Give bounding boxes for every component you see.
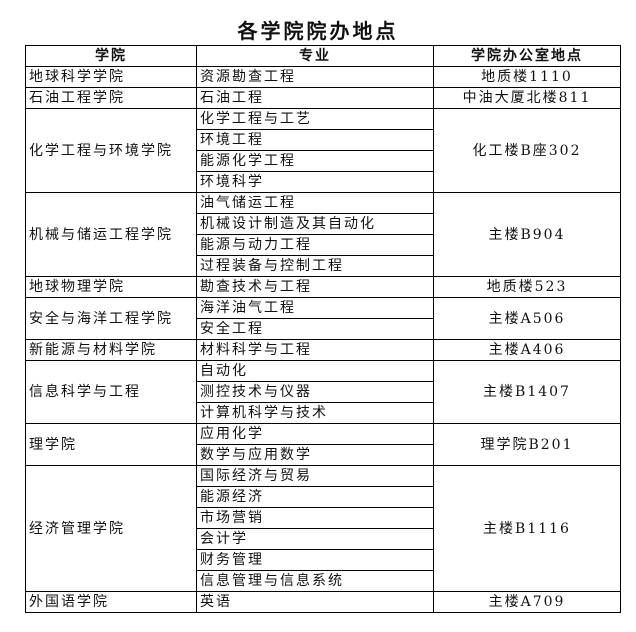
college-cell: 信息科学与工程 [25,360,197,424]
major-cell: 数学与应用数学 [196,444,434,466]
table-row: 化学工程与环境学院 化学工程与工艺 化工楼B座302 [25,108,621,193]
office-cell: 主楼B904 [433,192,621,277]
major-cell: 市场营销 [196,507,434,529]
major-cell: 财务管理 [196,549,434,571]
table-row: 数学与应用数学 [26,444,621,466]
college-cell: 新能源与材料学院 [25,339,197,361]
major-cell: 安全工程 [196,318,434,340]
major-cell: 环境工程 [196,129,434,151]
major-cell: 环境科学 [196,171,434,193]
table-row: 信息科学与工程 自动化 主楼B1407 [25,360,621,424]
office-cell: 主楼A506 [433,297,621,340]
table-row: 外国语学院 英语 主楼A709 [25,591,621,613]
college-cell: 地球物理学院 [25,276,197,298]
table-row: 石油工程学院 石油工程 中油大厦北楼811 [25,87,621,109]
header-office: 学院办公室地点 [433,45,621,67]
office-cell: 主楼A406 [433,339,621,361]
table-row: 机械与储运工程学院 油气储运工程 主楼B904 [25,192,621,277]
major-cell: 信息管理与信息系统 [196,570,434,592]
major-cell: 自动化 [196,360,434,382]
college-cell: 机械与储运工程学院 [25,192,197,277]
major-cell: 应用化学 [196,423,434,445]
table-row: 经济管理学院 国际经济与贸易 主楼B1116 [25,465,621,592]
major-cell: 材料科学与工程 [196,339,434,361]
major-cell: 石油工程 [196,87,434,109]
table-row: 地球物理学院 勘查技术与工程 地质楼523 [25,276,621,298]
college-cell: 外国语学院 [25,591,197,613]
major-cell: 资源勘查工程 [196,66,434,88]
page-title: 各学院院办地点 [237,19,399,43]
table-row: 新能源与材料学院 材料科学与工程 主楼A406 [25,339,621,361]
college-cell: 地球科学学院 [25,66,197,88]
major-cell: 会计学 [196,528,434,550]
major-cell: 油气储运工程 [196,192,434,214]
office-cell: 主楼B1407 [433,360,621,424]
table-row: 安全与海洋工程学院 海洋油气工程 主楼A506 [25,297,621,340]
office-cell: 地质楼523 [433,276,621,298]
office-cell: 理学院B201 [433,423,621,466]
table-row: 计算机科学与技术 [26,402,621,424]
office-cell: 主楼A709 [433,591,621,613]
major-cell: 计算机科学与技术 [196,402,434,424]
major-cell: 英语 [196,591,434,613]
office-cell: 中油大厦北楼811 [433,87,621,109]
major-cell: 测控技术与仪器 [196,381,434,403]
header-college: 学院 [25,45,197,67]
major-cell: 国际经济与贸易 [196,465,434,487]
major-cell: 能源经济 [196,486,434,508]
major-cell: 机械设计制造及其自动化 [196,213,434,235]
college-cell: 石油工程学院 [25,87,197,109]
office-cell: 地质楼1110 [433,66,621,88]
table-row: 能源与动力工程 [26,234,621,256]
major-cell: 海洋油气工程 [196,297,434,319]
college-cell: 安全与海洋工程学院 [25,297,197,340]
table-row: 财务管理 [26,549,621,571]
major-cell: 化学工程与工艺 [196,108,434,130]
table-row: 会计学 [26,528,621,550]
office-cell: 主楼B1116 [433,465,621,592]
table-header-row: 学院 专业 学院办公室地点 [25,45,621,67]
major-cell: 能源化学工程 [196,150,434,172]
college-cell: 理学院 [25,423,197,466]
college-cell: 经济管理学院 [25,465,197,592]
table-row: 理学院 应用化学 理学院B201 [25,423,621,466]
major-cell: 勘查技术与工程 [196,276,434,298]
major-cell: 过程装备与控制工程 [196,255,434,277]
college-office-table: 学院 专业 学院办公室地点 地球科学学院 资源勘查工程 地质楼1110 石油工程学院石… [25,45,621,613]
college-cell: 化学工程与环境学院 [25,108,197,193]
header-major: 专业 [196,45,434,67]
table-row: 信息管理与信息系统 [26,570,621,592]
table-row: 地球科学学院 资源勘查工程 地质楼1110 [25,66,621,88]
major-cell: 能源与动力工程 [196,234,434,256]
office-cell: 化工楼B座302 [433,108,621,193]
